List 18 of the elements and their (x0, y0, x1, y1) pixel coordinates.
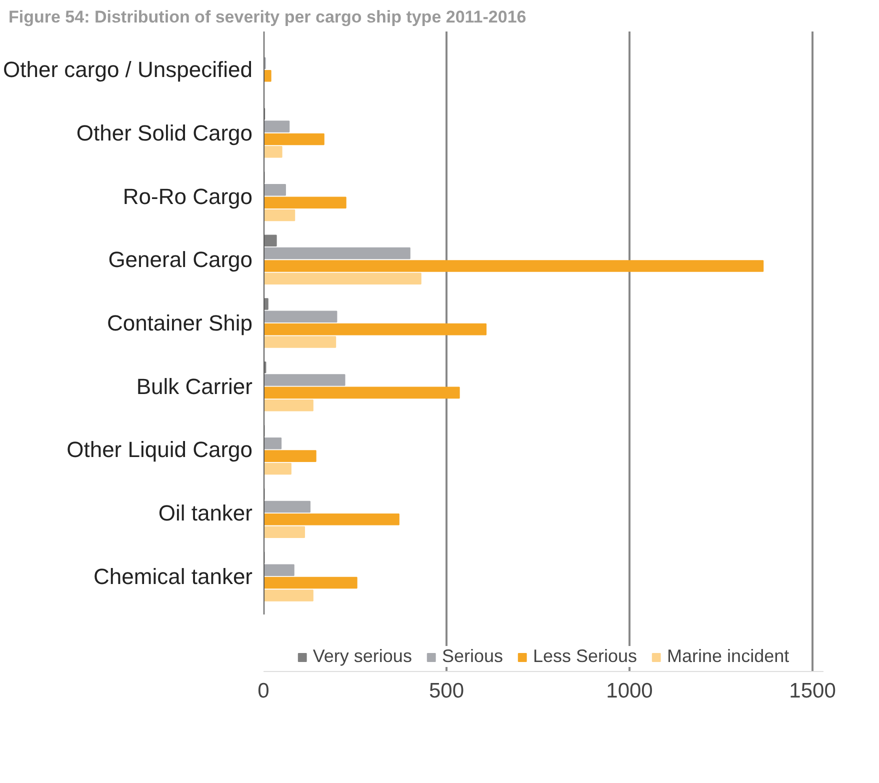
x-tick-label: 500 (428, 680, 464, 702)
legend-label: Marine incident (667, 646, 790, 667)
x-tick-label: 1000 (606, 680, 653, 702)
y-tick-label: Other Solid Cargo (76, 120, 253, 146)
legend-label: Less Serious (532, 646, 638, 667)
y-tick-label: Container Ship (106, 310, 253, 336)
chart-title: Figure 54: Distribution of severity per cargo ship type 2011-2016 (8, 8, 526, 26)
y-tick-label: Other Liquid Cargo (66, 437, 253, 462)
y-tick-label: General Cargo (108, 247, 253, 272)
y-tick-label: Oil tanker (158, 500, 253, 526)
y-tick-label: Bulk Carrier (136, 374, 253, 399)
y-tick-label: Chemical tanker (94, 564, 252, 589)
legend-label: Very serious (312, 646, 412, 667)
x-tick-label: 0 (258, 680, 270, 702)
y-tick-label: Other cargo / Unspecified (3, 57, 253, 82)
x-tick-label: 1500 (789, 680, 836, 702)
y-tick-label: Ro-Ro Cargo (122, 184, 253, 209)
legend-label: Serious (442, 646, 503, 667)
